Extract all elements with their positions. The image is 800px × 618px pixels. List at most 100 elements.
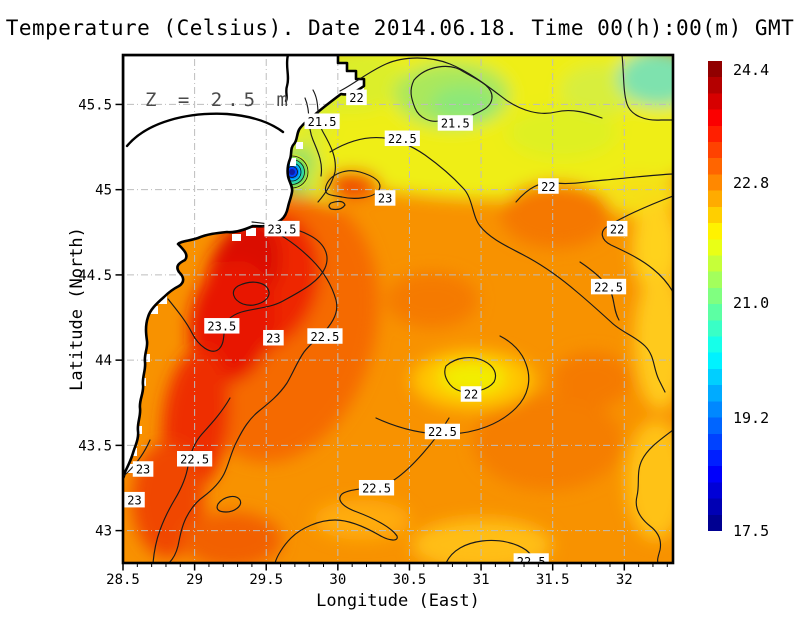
no-data-cell [150, 306, 158, 314]
contour-line [232, 281, 270, 306]
temperature-blob [336, 177, 364, 191]
y-tick-label: 45.5 [78, 97, 112, 113]
contour-label-box [264, 220, 300, 237]
no-data-cell [296, 142, 303, 149]
contour-label-box [177, 451, 213, 467]
coastline-detail [284, 55, 290, 103]
land-mask [123, 55, 364, 478]
contour-line [635, 429, 673, 563]
y-axis-label: Latitude (North) [67, 227, 87, 391]
no-data-cell [132, 402, 141, 410]
contour-label-box [424, 423, 461, 440]
contour-line [167, 221, 328, 352]
contour-line [216, 495, 242, 513]
contour-line [168, 225, 338, 563]
contour-label: 22.5 [428, 425, 457, 439]
contour-line [444, 356, 497, 393]
contour-line [601, 195, 673, 293]
colorbar [708, 61, 722, 531]
colorbar-tick-label: 17.5 [733, 522, 770, 540]
plot-border [121, 53, 675, 565]
contour-line [152, 397, 231, 563]
temperature-blob [473, 394, 623, 490]
colorbar-tick-label: 19.2 [733, 409, 770, 428]
x-tick-label: 32 [616, 572, 633, 588]
temperature-blob [552, 352, 632, 408]
contour-label-box [204, 318, 240, 334]
x-tick-label: 29.5 [249, 572, 283, 588]
contour-label: 23 [266, 331, 280, 345]
x-axis-label: Longitude (East) [316, 591, 480, 611]
no-data-cell [246, 228, 256, 236]
x-tick-label: 28.5 [106, 572, 140, 588]
x-tick-label: 31.5 [536, 572, 570, 588]
x-tick-label: 29 [186, 572, 203, 588]
temperature-blob [182, 512, 282, 563]
temperature-blob [507, 107, 617, 159]
contour-label-box [460, 386, 482, 402]
contour-line [304, 97, 323, 177]
colorbar-tick-label: 21.0 [733, 294, 770, 313]
x-tick-label: 30.5 [393, 572, 427, 588]
contour-label-box [538, 178, 559, 194]
temperature-blob [618, 55, 673, 106]
contour-label-box [513, 553, 549, 563]
contour-label: 22 [541, 180, 555, 194]
contour-label-box [358, 479, 395, 496]
chart-title: Temperature (Celsius). Date 2014.06.18. … [5, 16, 795, 40]
temperature-blob [386, 272, 478, 328]
contour-label: 23 [136, 463, 150, 477]
y-tick-label: 43 [95, 524, 112, 540]
contour-label-box [590, 278, 627, 295]
contour-line [339, 57, 603, 119]
coastline-detail [125, 112, 285, 148]
temperature-blob [626, 420, 673, 540]
temperature-blob [501, 182, 611, 248]
contour-label: 22.5 [594, 280, 623, 294]
contour-label: 23 [127, 493, 141, 507]
contour-label: 22.5 [362, 481, 391, 495]
contour-line [324, 170, 381, 199]
contour-label: 21.5 [441, 117, 470, 131]
contour-label-box [263, 329, 284, 346]
contour-label: 23 [378, 192, 392, 206]
contour-line [621, 55, 673, 121]
contour-label: 23.5 [207, 320, 236, 334]
contour-label: 22.5 [388, 132, 417, 146]
no-data-cell [232, 234, 241, 241]
contour-label: 22 [349, 91, 363, 105]
contour-label: 22.5 [517, 555, 546, 569]
contour-label: 22.5 [311, 330, 340, 344]
contour-line [515, 173, 673, 203]
contour-label: 22 [464, 388, 478, 402]
contour-label: 21.5 [308, 115, 337, 129]
contour-line [123, 439, 151, 527]
contour-label-box [304, 113, 340, 129]
contour-label-box [124, 491, 145, 508]
contour-label-box [437, 115, 473, 131]
contour-label: 23.5 [268, 222, 297, 236]
contour-label-box [346, 89, 367, 106]
contour-label-box [307, 328, 343, 344]
contour-line [375, 335, 530, 435]
colorbar-tick-label: 24.4 [733, 61, 770, 80]
colorbar-tick-label: 22.8 [733, 174, 770, 193]
x-tick-label: 31 [473, 572, 490, 588]
contour-label-box [132, 461, 154, 477]
plot-area: 22 21.5 21.5 22.5 22 23 23.5 22 22.5 23.5 22.5 23 22… [123, 55, 673, 569]
contour-label-box [374, 190, 396, 206]
contour-label-box [384, 130, 420, 147]
x-tick-label: 30 [329, 572, 346, 588]
depth-annotation: Z = 2.5 m [145, 89, 293, 111]
cold-plume [289, 169, 295, 175]
no-data-cell [290, 158, 296, 166]
y-tick-label: 45 [95, 183, 112, 199]
y-tick-label: 44 [95, 353, 112, 369]
y-tick-label: 43.5 [78, 438, 112, 454]
contour-label: 22 [610, 222, 624, 236]
temperature-blob [634, 270, 673, 410]
coastline [123, 55, 366, 480]
contour-line [312, 89, 336, 203]
